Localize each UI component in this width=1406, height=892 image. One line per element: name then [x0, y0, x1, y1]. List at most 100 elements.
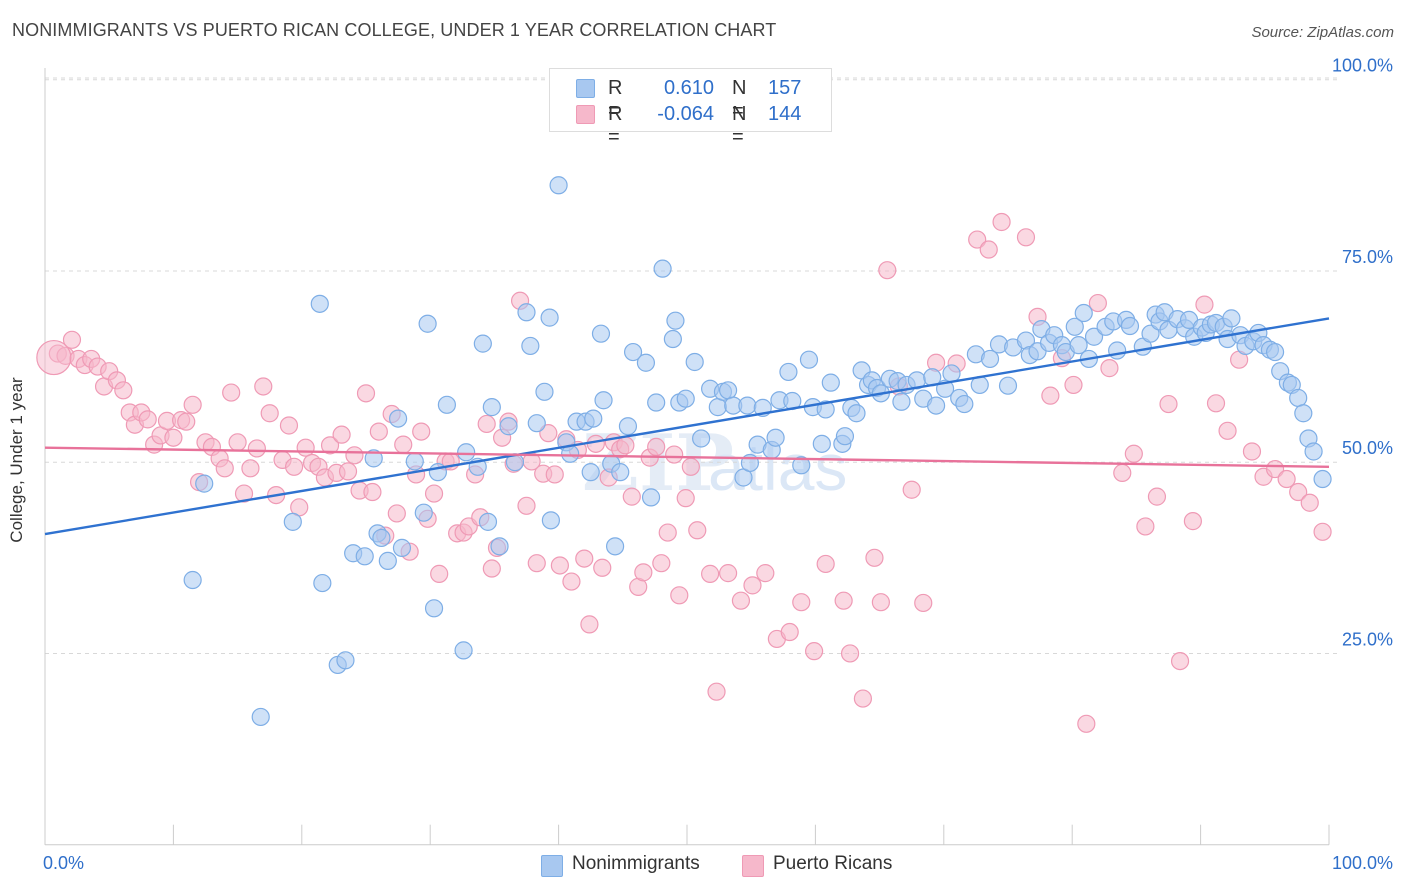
- nonimmigrants-point: [584, 409, 603, 428]
- r-label: R =: [608, 103, 623, 148]
- puerto-ricans-point: [1124, 444, 1143, 463]
- puerto-ricans-point: [992, 212, 1011, 232]
- nonimmigrants-point: [372, 528, 391, 548]
- puerto-ricans-point: [387, 504, 406, 523]
- nonimmigrants-point: [692, 429, 711, 448]
- stats-swatch-puerto-ricans: [576, 105, 595, 124]
- y-axis-label: College, Under 1 year: [7, 377, 26, 543]
- nonimmigrants-point: [521, 336, 540, 356]
- puerto-ricans-point: [562, 572, 581, 591]
- nonimmigrants-point: [792, 456, 811, 475]
- nonimmigrants-point: [718, 381, 738, 400]
- puerto-ricans-point: [701, 564, 720, 583]
- nonimmigrants-point: [998, 376, 1018, 395]
- puerto-ricans-point: [1242, 442, 1262, 461]
- stats-swatch-nonimmigrants: [576, 79, 595, 98]
- x-tick-label: 100.0%: [1332, 853, 1393, 873]
- puerto-ricans-point: [665, 445, 684, 464]
- puerto-ricans-point: [1077, 714, 1096, 733]
- nonimmigrants-trendline: [44, 317, 1330, 536]
- source-credit: Source: ZipAtlas.com: [1251, 24, 1394, 41]
- puerto-ricans-point: [853, 689, 873, 708]
- r-label: R =: [608, 77, 623, 122]
- nonimmigrants-point: [1120, 316, 1140, 336]
- nonimmigrants-point: [653, 259, 672, 278]
- puerto-ricans-point: [586, 434, 605, 453]
- chart-title: NONIMMIGRANTS VS PUERTO RICAN COLLEGE, U…: [12, 20, 777, 40]
- puerto-ricans-point: [430, 564, 449, 583]
- puerto-ricans-point: [1041, 386, 1060, 405]
- puerto-ricans-point: [616, 436, 635, 455]
- puerto-ricans-point: [865, 548, 884, 567]
- nonimmigrants-point: [549, 176, 568, 195]
- legend-swatch-nonimmigrants: [541, 855, 563, 877]
- nonimmigrants-point: [835, 427, 855, 446]
- y-tick-label: 25.0%: [1342, 629, 1393, 649]
- nonimmigrants-point: [676, 389, 695, 408]
- n-value: 157: [768, 77, 802, 99]
- nonimmigrants-point: [926, 396, 946, 415]
- x-tick-label: 0.0%: [43, 853, 84, 873]
- nonimmigrants-point: [779, 362, 798, 382]
- puerto-ricans-point: [593, 558, 612, 577]
- nonimmigrants-point: [535, 382, 554, 401]
- puerto-ricans-point: [114, 381, 133, 400]
- puerto-ricans-point: [215, 459, 234, 478]
- stats-box: R = 0.610 N = 157 R = -0.064 N = 144: [549, 68, 832, 148]
- puerto-ricans-point: [1016, 228, 1036, 247]
- puerto-ricans-point: [545, 465, 564, 484]
- puerto-ricans-point: [1195, 295, 1214, 314]
- puerto-ricans-point: [424, 484, 444, 503]
- puerto-ricans-point: [62, 330, 82, 349]
- nonimmigrants-point: [581, 463, 600, 482]
- puerto-ricans-point: [177, 412, 196, 431]
- puerto-ricans-point: [222, 383, 241, 402]
- nonimmigrants-point: [666, 311, 685, 330]
- nonimmigrants-point: [623, 342, 643, 362]
- nonimmigrants-point: [605, 537, 625, 556]
- n-label: N =: [732, 103, 747, 148]
- legend-label: Puerto Ricans: [773, 853, 893, 874]
- nonimmigrants-point: [313, 573, 332, 593]
- puerto-ricans-point: [718, 564, 738, 583]
- nonimmigrants-point: [1304, 442, 1323, 461]
- nonimmigrants-point: [647, 393, 666, 412]
- nonimmigrants-point: [454, 641, 473, 660]
- nonimmigrants-point: [478, 512, 498, 531]
- puerto-ricans-point: [412, 422, 431, 441]
- puerto-ricans-point: [296, 438, 315, 457]
- legend-label: Nonimmigrants: [572, 853, 700, 874]
- nonimmigrants-point: [1222, 309, 1241, 328]
- puerto-ricans-point: [1088, 293, 1107, 313]
- puerto-ricans-point: [1064, 375, 1083, 395]
- y-tick-label: 100.0%: [1332, 56, 1393, 76]
- puerto-ricans-point: [539, 424, 558, 443]
- puerto-ricans-point: [1277, 469, 1296, 489]
- puerto-ricans-point: [670, 586, 689, 605]
- nonimmigrants-point: [641, 488, 661, 507]
- puerto-ricans-point: [1136, 517, 1155, 536]
- nonimmigrants-point: [1265, 342, 1285, 362]
- puerto-ricans-point: [1313, 522, 1332, 541]
- n-value: 144: [768, 103, 802, 125]
- puerto-ricans-point: [979, 240, 998, 259]
- n-label: N =: [732, 77, 747, 122]
- nonimmigrants-point: [457, 443, 476, 462]
- nonimmigrants-point: [1141, 324, 1160, 343]
- nonimmigrants-point: [183, 570, 202, 590]
- nonimmigrants-point: [482, 398, 501, 417]
- nonimmigrants-point: [418, 314, 437, 333]
- nonimmigrants-point: [663, 329, 682, 349]
- nonimmigrants-point: [389, 409, 408, 428]
- nonimmigrants-point: [1069, 336, 1088, 355]
- puerto-ricans-point: [369, 422, 388, 441]
- puerto-ricans-point: [517, 496, 536, 515]
- puerto-ricans-point: [688, 521, 707, 540]
- nonimmigrants-point: [437, 395, 456, 414]
- nonimmigrants-point: [1294, 404, 1313, 423]
- nonimmigrants-point: [283, 512, 302, 531]
- y-tick-label: 50.0%: [1342, 438, 1393, 458]
- nonimmigrants-point: [1065, 317, 1084, 336]
- nonimmigrants-point: [955, 394, 974, 414]
- nonimmigrants-point: [591, 324, 611, 343]
